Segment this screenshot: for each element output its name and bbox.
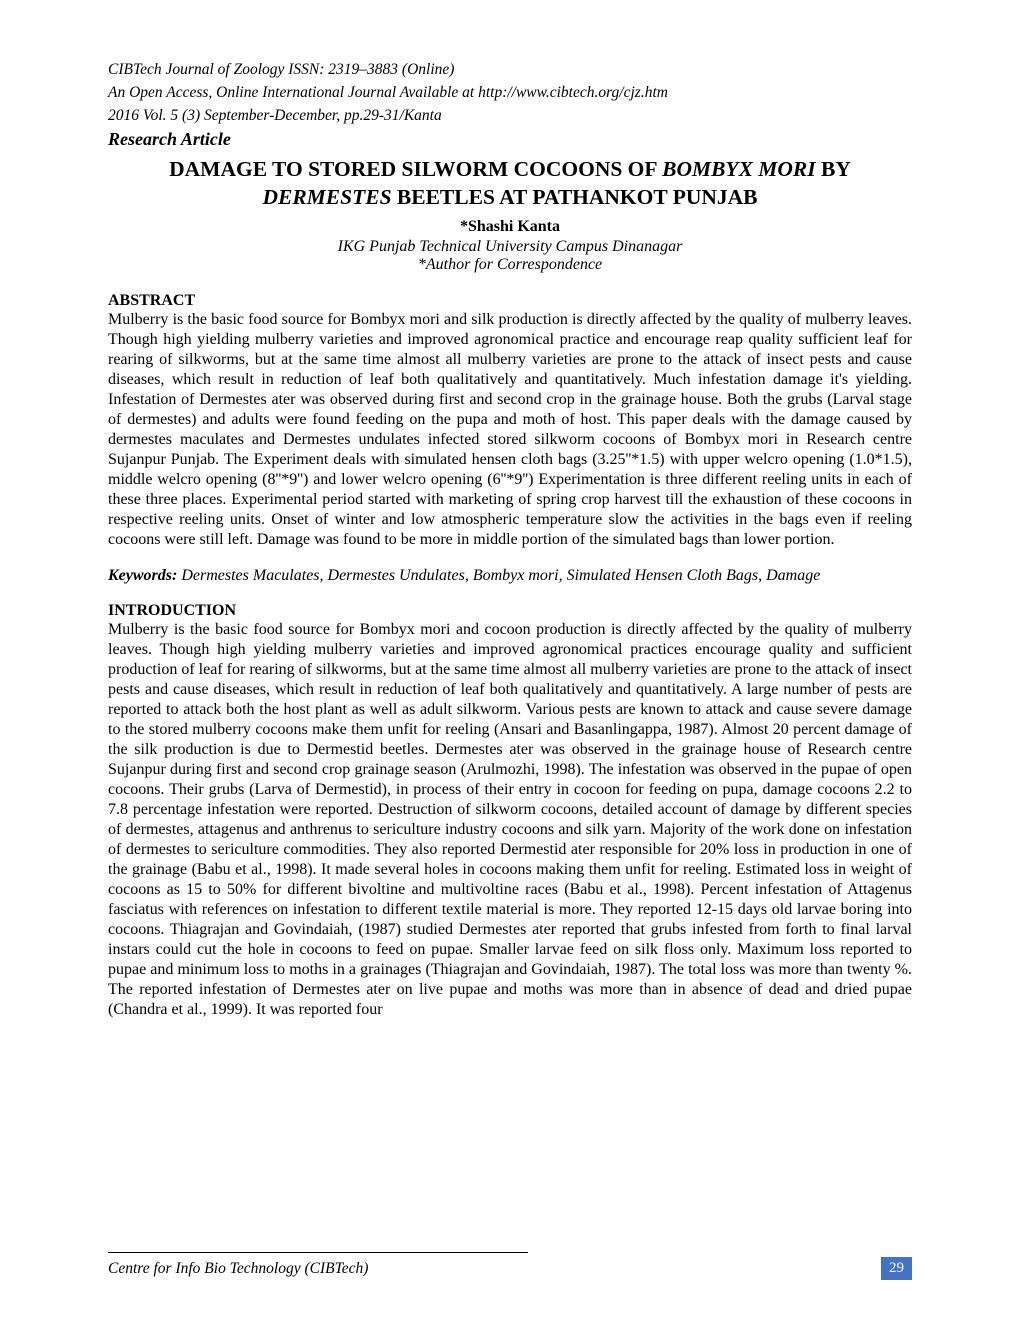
- article-type: Research Article: [108, 129, 912, 150]
- journal-meta-line-1: CIBTech Journal of Zoology ISSN: 2319–38…: [108, 60, 912, 81]
- affiliation: IKG Punjab Technical University Campus D…: [108, 238, 912, 256]
- abstract-heading: ABSTRACT: [108, 292, 912, 310]
- introduction-text: Mulberry is the basic food source for Bo…: [108, 620, 912, 1020]
- author-name: *Shashi Kanta: [108, 218, 912, 236]
- keywords-text: Dermestes Maculates, Dermestes Undulates…: [177, 567, 820, 584]
- title-text-pre: DAMAGE TO STORED SILWORM COCOONS OF: [169, 157, 662, 181]
- title-italic-1: BOMBYX MORI: [662, 157, 816, 181]
- title-text-post-2: BEETLES AT PATHANKOT PUNJAB: [392, 185, 758, 209]
- introduction-heading: INTRODUCTION: [108, 602, 912, 620]
- page-footer: Centre for Info Bio Technology (CIBTech)…: [108, 1252, 912, 1280]
- title-italic-2: DERMESTES: [262, 185, 391, 209]
- correspondence-note: *Author for Correspondence: [108, 256, 912, 274]
- footer-content: Centre for Info Bio Technology (CIBTech)…: [108, 1257, 912, 1280]
- keywords-label: Keywords:: [108, 567, 177, 584]
- journal-meta-line-3: 2016 Vol. 5 (3) September-December, pp.2…: [108, 106, 912, 127]
- abstract-text: Mulberry is the basic food source for Bo…: [108, 310, 912, 550]
- footer-publisher: Centre for Info Bio Technology (CIBTech): [108, 1260, 368, 1278]
- journal-meta-line-2: An Open Access, Online International Jou…: [108, 83, 912, 104]
- footer-rule: [108, 1252, 528, 1253]
- title-text-post: BY: [816, 157, 851, 181]
- paper-title: DAMAGE TO STORED SILWORM COCOONS OF BOMB…: [108, 156, 912, 212]
- page-number: 29: [881, 1257, 912, 1280]
- keywords: Keywords: Dermestes Maculates, Dermestes…: [108, 566, 912, 586]
